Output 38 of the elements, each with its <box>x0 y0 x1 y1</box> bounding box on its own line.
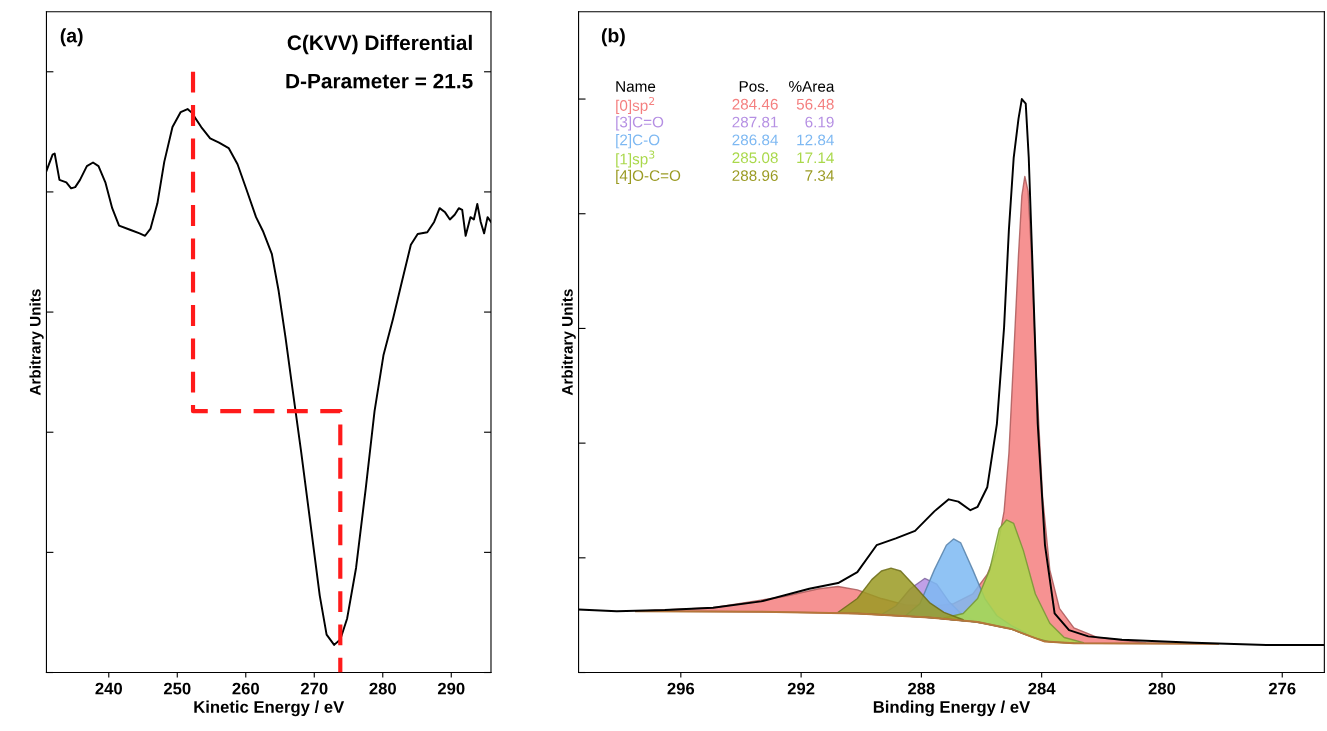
annotation: D-Parameter = 21.5 <box>286 73 473 89</box>
text: Pos. <box>739 81 768 92</box>
text: %Area <box>789 81 835 92</box>
x-tick-label: 292 <box>787 682 815 695</box>
x-tick-label: 280 <box>369 682 396 695</box>
annotation: 12.84 <box>797 134 834 146</box>
x-tick-label: 270 <box>300 682 328 695</box>
annotation: 284.46 <box>732 98 778 110</box>
x-tick-label: 288 <box>908 682 935 695</box>
annotation: 7.34 <box>805 170 834 181</box>
text: (b) <box>601 28 625 47</box>
x-tick-label: 250 <box>163 682 191 695</box>
x-tick-label: 240 <box>95 682 122 695</box>
text: [0]sp$^{2}$ <box>616 96 655 114</box>
annotation: 56.48 <box>796 98 834 110</box>
y-axis-title: Arbitrary Units <box>29 289 44 396</box>
text: [1]sp$^{3}$ <box>616 150 655 168</box>
text: C(KVV) Differential <box>287 34 472 55</box>
annotation: 287.81 <box>732 116 778 128</box>
x-tick-label: 290 <box>437 682 465 695</box>
x-axis-title: Kinetic Energy / eV <box>194 700 345 717</box>
annotation: 17.14 <box>797 152 834 164</box>
x-tick-label: 260 <box>232 682 259 695</box>
x-axis-title: Binding Energy / eV <box>873 700 1031 717</box>
annotation: 6.19 <box>805 116 834 128</box>
x-tick-label: 280 <box>1148 682 1176 695</box>
annotation: 285.08 <box>732 152 778 164</box>
text: (a) <box>60 28 83 47</box>
text: Name <box>616 81 656 92</box>
y-axis-title: Arbitrary Units <box>561 289 576 396</box>
annotation: 288.96 <box>732 170 778 181</box>
text: [4]O-C=O <box>616 169 681 185</box>
text: [3]C=O <box>616 116 664 131</box>
x-tick-label: 276 <box>1268 682 1296 695</box>
annotation: 286.84 <box>732 134 778 146</box>
text: [2]C-O <box>616 134 660 149</box>
x-tick-label: 284 <box>1028 682 1056 695</box>
x-tick-label: 296 <box>667 682 695 695</box>
